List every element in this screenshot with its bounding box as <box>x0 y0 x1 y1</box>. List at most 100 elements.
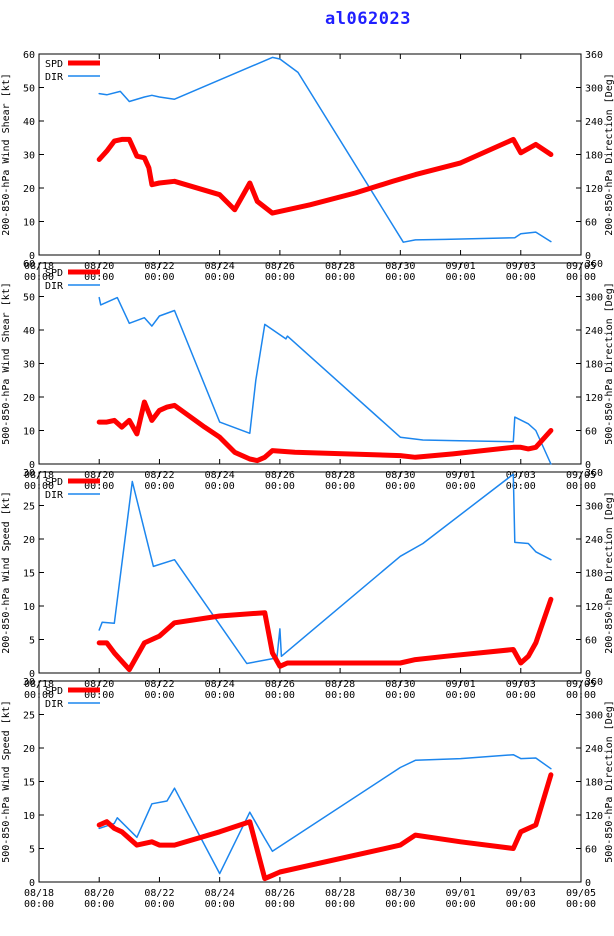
page-title: al062023 <box>325 9 411 29</box>
x-tick-label-time: 00:00 <box>205 899 235 910</box>
y-tick-label-right: 120 <box>585 602 603 613</box>
x-tick-label-time: 00:00 <box>385 690 415 701</box>
y-tick-label-right: 300 <box>585 84 603 95</box>
series-spd-line <box>96 772 554 882</box>
x-tick-label-time: 00:00 <box>506 272 536 283</box>
x-tick-label-time: 00:00 <box>506 690 536 701</box>
y-tick-label-right: 240 <box>585 744 603 755</box>
y-tick-label-left: 50 <box>23 293 35 304</box>
y-tick-label-left: 30 <box>23 468 35 479</box>
y-tick-label-left: 0 <box>29 878 35 889</box>
plot-frame <box>38 680 582 883</box>
chart-panel-3: 08/1800:0008/2000:0008/2200:0008/2400:00… <box>1 468 614 701</box>
y-tick-label-right: 180 <box>585 360 603 371</box>
y-tick-label-right: 180 <box>585 151 603 162</box>
y-axis-label-right: 200-850-hPa Direction [Deg] <box>604 491 614 654</box>
y-tick-label-right: 300 <box>585 293 603 304</box>
y-tick-label-left: 15 <box>23 778 35 789</box>
y-tick-label-right: 240 <box>585 535 603 546</box>
legend-label-dir: DIR <box>45 490 64 501</box>
y-tick-label-left: 20 <box>23 184 35 195</box>
y-tick-label-right: 180 <box>585 569 603 580</box>
x-tick-label-date: 08/20 <box>84 888 114 899</box>
x-tick-label-time: 00:00 <box>265 690 295 701</box>
y-tick-label-left: 0 <box>29 251 35 262</box>
y-tick-label-right: 240 <box>585 117 603 128</box>
y-tick-label-left: 30 <box>23 677 35 688</box>
series-spd-line <box>96 399 554 464</box>
y-tick-label-left: 10 <box>23 602 35 613</box>
y-tick-label-right: 60 <box>585 845 597 856</box>
y-axis-label-left: 200-850-hPa Wind Shear [kt] <box>1 73 12 236</box>
y-tick-label-left: 0 <box>29 669 35 680</box>
y-tick-label-left: 40 <box>23 326 35 337</box>
y-tick-label-left: 25 <box>23 711 35 722</box>
y-tick-label-right: 240 <box>585 326 603 337</box>
y-tick-label-right: 300 <box>585 502 603 513</box>
x-tick-label-date: 08/24 <box>205 888 235 899</box>
x-tick-label-time: 00:00 <box>265 272 295 283</box>
y-tick-label-left: 10 <box>23 218 35 229</box>
legend-label-dir: DIR <box>45 72 64 83</box>
y-tick-label-right: 300 <box>585 711 603 722</box>
x-tick-label-time: 00:00 <box>446 899 476 910</box>
x-tick-label-time: 00:00 <box>205 272 235 283</box>
x-tick-label-time: 00:00 <box>144 272 174 283</box>
x-tick-label-time: 00:00 <box>325 899 355 910</box>
x-tick-label-time: 00:00 <box>325 272 355 283</box>
x-tick-label-time: 00:00 <box>265 481 295 492</box>
x-tick-label-time: 00:00 <box>446 481 476 492</box>
x-tick-label-time: 00:00 <box>566 899 596 910</box>
y-tick-label-right: 360 <box>585 259 603 270</box>
x-tick-label-date: 08/22 <box>144 888 174 899</box>
y-tick-label-left: 60 <box>23 50 35 61</box>
y-tick-label-left: 5 <box>29 636 35 647</box>
x-tick-label-date: 09/01 <box>446 888 476 899</box>
x-tick-label-date: 08/28 <box>325 888 355 899</box>
y-tick-label-right: 0 <box>585 669 591 680</box>
y-tick-label-left: 0 <box>29 460 35 471</box>
x-tick-label-time: 00:00 <box>144 899 174 910</box>
y-tick-label-right: 0 <box>585 460 591 471</box>
y-tick-label-left: 5 <box>29 845 35 856</box>
y-tick-label-left: 25 <box>23 502 35 513</box>
x-tick-label-date: 09/05 <box>566 888 596 899</box>
series-dir-line <box>98 753 552 875</box>
legend-label-dir: DIR <box>45 281 64 292</box>
x-tick-label-time: 00:00 <box>84 690 114 701</box>
y-tick-label-right: 180 <box>585 778 603 789</box>
x-tick-label-time: 00:00 <box>446 690 476 701</box>
x-tick-label-date: 08/26 <box>265 888 295 899</box>
x-tick-label-time: 00:00 <box>385 899 415 910</box>
x-tick-label-time: 00:00 <box>84 272 114 283</box>
x-tick-label-time: 00:00 <box>506 899 536 910</box>
y-tick-label-left: 15 <box>23 569 35 580</box>
legend-label-spd: SPD <box>45 477 63 488</box>
plot-frame <box>38 53 582 256</box>
y-tick-label-right: 120 <box>585 393 603 404</box>
x-tick-label-time: 00:00 <box>84 481 114 492</box>
x-tick-label-time: 00:00 <box>325 481 355 492</box>
y-tick-label-right: 0 <box>585 878 591 889</box>
y-tick-label-right: 360 <box>585 677 603 688</box>
series-dir-line <box>98 473 552 665</box>
y-tick-label-right: 60 <box>585 427 597 438</box>
y-axis-label-right: 200-850-hPa Direction [Deg] <box>604 73 614 236</box>
x-tick-label-date: 08/18 <box>24 888 54 899</box>
y-axis-label-left: 500-850-hPa Wind Speed [kt] <box>1 700 12 863</box>
x-tick-label-time: 00:00 <box>205 481 235 492</box>
series-dir-line <box>98 56 552 243</box>
x-tick-label-time: 00:00 <box>84 899 114 910</box>
y-tick-label-right: 120 <box>585 811 603 822</box>
series-spd-line <box>96 596 554 673</box>
x-tick-label-time: 00:00 <box>506 481 536 492</box>
x-tick-label-time: 00:00 <box>205 690 235 701</box>
y-tick-label-left: 20 <box>23 744 35 755</box>
legend-label-dir: DIR <box>45 699 64 710</box>
x-tick-label-time: 00:00 <box>325 690 355 701</box>
chart-panel-4: 08/1800:0008/2000:0008/2200:0008/2400:00… <box>1 677 614 910</box>
y-tick-label-left: 20 <box>23 393 35 404</box>
y-axis-label-right: 500-850-hPa Direction [Deg] <box>604 282 614 445</box>
x-tick-label-time: 00:00 <box>144 690 174 701</box>
